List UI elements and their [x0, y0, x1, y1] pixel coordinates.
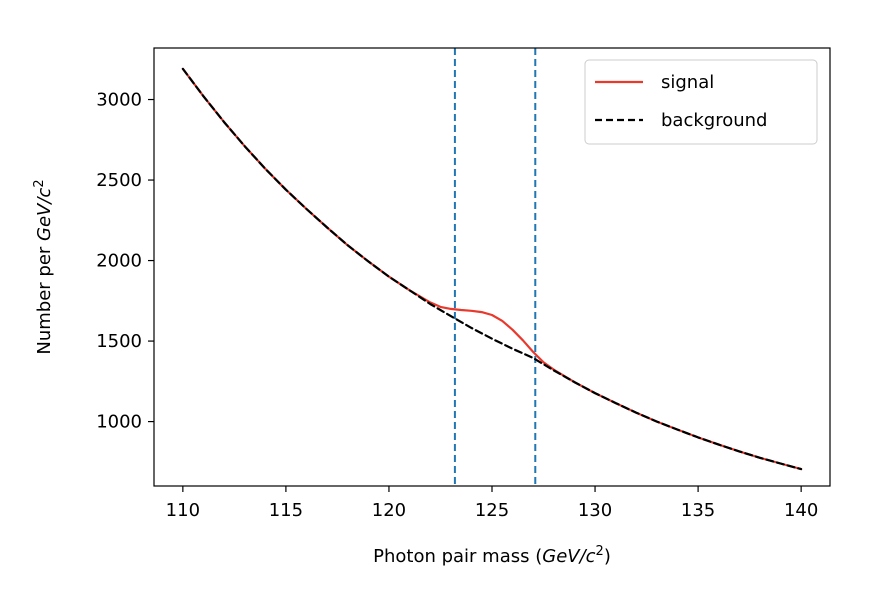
- legend-label-signal: signal: [661, 72, 714, 93]
- series-line-background: [181, 67, 803, 471]
- y-tick-label: 2000: [96, 251, 142, 272]
- plot-layer: [181, 48, 803, 486]
- x-tick-label: 120: [372, 500, 406, 521]
- legend: signal background: [584, 59, 818, 145]
- y-tick-label: 3000: [96, 90, 142, 111]
- axes-layer: 110 115 120 125 130 135 140 1000 1500 2000 2500 300…: [96, 47, 831, 521]
- x-tick-label: 115: [269, 500, 303, 521]
- x-tick-label: 135: [681, 500, 715, 521]
- x-axis-label: Photon pair mass (GeV/c2): [373, 544, 611, 568]
- legend-label-background: background: [661, 110, 767, 131]
- x-tick-label: 110: [166, 500, 200, 521]
- x-tick-label: 140: [784, 500, 818, 521]
- y-tick-label: 1000: [96, 412, 142, 433]
- x-tick-label: 125: [475, 500, 509, 521]
- x-tick-label: 130: [578, 500, 612, 521]
- y-axis-label: Number per GeV/c2: [32, 179, 56, 354]
- y-tick-label: 2500: [96, 170, 142, 191]
- y-tick-label: 1500: [96, 331, 142, 352]
